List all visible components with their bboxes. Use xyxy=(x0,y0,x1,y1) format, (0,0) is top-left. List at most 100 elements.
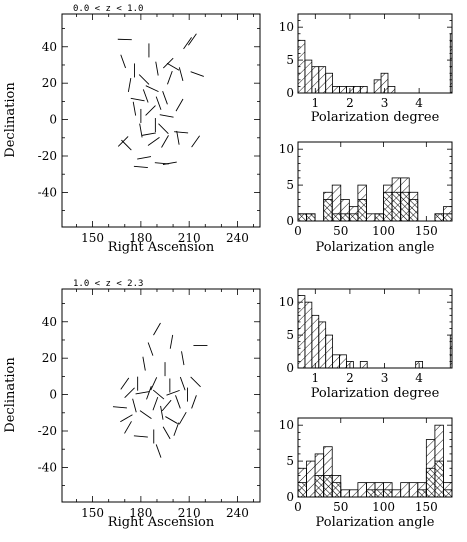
y-tick-label: -20 xyxy=(38,424,57,438)
y-tick-label: 40 xyxy=(42,40,57,54)
y-tick-label: 20 xyxy=(42,76,57,90)
y-tick-label: 10 xyxy=(279,20,294,34)
bar-all xyxy=(340,489,350,498)
x-axis-label: Right Ascension xyxy=(108,240,215,255)
bar-all xyxy=(391,489,402,498)
bar-subset xyxy=(331,482,342,498)
polarization-vector xyxy=(146,386,152,400)
bar-subset xyxy=(443,213,453,222)
polarization-vector xyxy=(138,74,150,85)
x-tick-label: 210 xyxy=(178,506,201,520)
bar-subset xyxy=(348,213,359,222)
polarization-vector xyxy=(188,33,197,46)
x-tick-label: 180 xyxy=(129,506,152,520)
y-tick-label: 0 xyxy=(286,361,294,375)
bar-subset xyxy=(314,475,325,498)
y-tick-label: 5 xyxy=(286,53,294,67)
x-tick-label: 4 xyxy=(415,96,423,110)
y-tick-label: 5 xyxy=(286,328,294,342)
polarization-vector xyxy=(158,123,169,134)
x-tick-label: 2 xyxy=(346,371,354,385)
x-tick-label: 0 xyxy=(294,500,302,514)
polarization-vector xyxy=(135,391,150,395)
y-axis-label: Declination xyxy=(3,82,18,158)
polarization-vector xyxy=(175,98,184,112)
polarization-vector xyxy=(181,351,185,366)
y-tick-label: 40 xyxy=(42,315,57,329)
y-tick-label: 0 xyxy=(49,388,57,402)
panel-title-bottom: 1.0 < z < 2.3 xyxy=(73,279,143,289)
x-tick-label: 0 xyxy=(294,224,302,238)
polarization-vector xyxy=(166,389,180,396)
polarization-vector xyxy=(190,376,201,388)
polarization-vector xyxy=(190,71,204,77)
bar xyxy=(387,86,396,94)
x-axis-label: Right Ascension xyxy=(108,515,215,530)
polarization-vector xyxy=(161,399,172,412)
bar-all xyxy=(348,489,359,498)
bar xyxy=(339,86,347,94)
y-tick-label: 0 xyxy=(286,214,294,228)
polarization-vector xyxy=(127,78,132,92)
polarization-vector xyxy=(133,435,148,438)
polarization-vector xyxy=(124,421,132,434)
polarization-vector xyxy=(162,91,168,105)
polarization-vector xyxy=(142,356,146,371)
polarization-vector xyxy=(141,132,156,136)
bar-subset xyxy=(391,191,402,222)
polarization-vector xyxy=(120,54,126,69)
polarization-vector xyxy=(139,123,143,138)
bar xyxy=(339,354,347,369)
polarization-vector xyxy=(137,156,152,160)
sky-panel-bottom: 1.0 < z < 2.3 150 180 210 240 -40 -20 0 20 40 Ri… xyxy=(3,279,261,530)
bar-subset xyxy=(374,489,384,498)
bar-subset xyxy=(340,213,350,222)
hist-panel-deg-bottom: 1 2 3 4 0 5 10 Polarization degree xyxy=(279,288,453,401)
x-tick-label: 150 xyxy=(415,224,438,238)
bar-subset xyxy=(434,213,444,222)
polarization-vector xyxy=(191,135,200,148)
bar xyxy=(373,79,382,94)
bar-subset xyxy=(323,475,333,498)
hist-panel-angle-top: 0 50 100 150 0 5 10 Polarization angle xyxy=(279,141,453,255)
polarization-vector xyxy=(130,97,145,102)
polarization-vector xyxy=(178,67,184,81)
polarization-vector xyxy=(155,61,159,76)
polarization-vector xyxy=(147,137,160,146)
polarization-vector xyxy=(145,85,159,93)
x-tick-label: 50 xyxy=(333,224,348,238)
frame xyxy=(61,288,261,503)
bar-subset xyxy=(434,460,444,498)
bar xyxy=(332,354,340,369)
y-tick-label: 5 xyxy=(286,454,294,468)
y-tick-label: 20 xyxy=(42,351,57,365)
x-tick-label: 50 xyxy=(333,500,348,514)
bar-subset xyxy=(400,191,410,222)
bar-subset xyxy=(331,213,342,222)
polarization-vector xyxy=(120,414,133,423)
polarization-vector xyxy=(191,395,197,409)
bar xyxy=(325,334,334,369)
bar xyxy=(304,301,313,369)
bar-subset xyxy=(357,199,367,222)
bar xyxy=(449,334,453,369)
bar xyxy=(318,321,327,369)
x-tick-label: 150 xyxy=(81,506,104,520)
polarization-vector xyxy=(112,406,127,409)
frame xyxy=(61,13,261,228)
polarization-vector xyxy=(160,405,164,420)
bar-all xyxy=(408,482,419,498)
x-tick-label: 2 xyxy=(346,96,354,110)
x-tick-label: 3 xyxy=(381,371,389,385)
polarization-vector xyxy=(155,444,162,458)
y-tick-label: 0 xyxy=(286,490,294,504)
bar-subset xyxy=(383,489,393,498)
bar-subset xyxy=(383,191,393,222)
polarization-vector xyxy=(139,410,152,419)
bar xyxy=(359,86,368,94)
y-tick-label: 5 xyxy=(286,178,294,192)
bar xyxy=(352,86,361,94)
polarization-vector xyxy=(153,322,161,336)
y-tick-label: 10 xyxy=(279,295,294,309)
y-tick-label: 0 xyxy=(286,86,294,100)
